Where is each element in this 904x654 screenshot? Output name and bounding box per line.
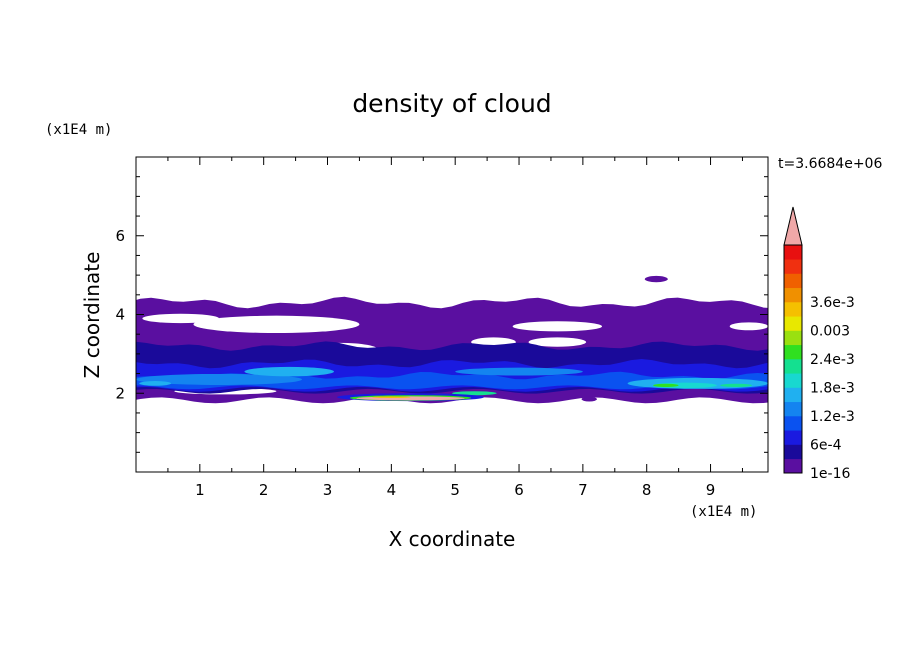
cloud-core xyxy=(452,391,497,396)
y-axis: 2 4 6 xyxy=(115,176,768,453)
colorbar-tick-label: 1.8e-3 xyxy=(810,381,855,397)
y-tick-label: 2 xyxy=(115,384,125,402)
colorbar-swatch xyxy=(784,245,802,260)
colorbar-swatch xyxy=(784,373,802,388)
colorbar-tick-label: 6e-4 xyxy=(810,438,842,454)
x-tick-label: 5 xyxy=(450,481,460,499)
colorbar-swatch xyxy=(784,302,802,317)
y-tick-label: 6 xyxy=(115,227,125,245)
colorbar-swatch xyxy=(784,259,802,274)
plot-area: 1 2 3 4 5 6 7 8 9 2 4 6 xyxy=(115,156,769,499)
x-tick-label: 7 xyxy=(578,481,588,499)
cloud-gap xyxy=(528,337,587,347)
x-tick-label: 9 xyxy=(706,481,716,499)
cloud-gap xyxy=(729,322,768,331)
y-tick-label: 4 xyxy=(115,306,125,324)
colorbar-swatch xyxy=(784,330,802,346)
x-axis-label: X coordinate xyxy=(389,527,516,551)
colorbar-swatch xyxy=(784,458,802,474)
x-unit-label: (x1E4 m) xyxy=(690,504,757,520)
cloud-gap xyxy=(512,321,603,332)
colorbar-tick-label: 3.6e-3 xyxy=(810,295,855,311)
cloud-speck xyxy=(644,275,668,283)
colorbar-tick-label: 1.2e-3 xyxy=(810,409,855,425)
colorbar-swatch xyxy=(784,444,802,460)
colorbar-swatch xyxy=(784,273,802,289)
colorbar-swatch xyxy=(784,344,802,360)
colorbar-swatch xyxy=(784,416,802,431)
colorbar-extend-arrow xyxy=(783,206,803,246)
cloud-gap xyxy=(142,313,219,324)
colorbar-tick-label: 2.4e-3 xyxy=(810,352,855,368)
x-tick-label: 2 xyxy=(259,481,269,499)
x-tick-label: 1 xyxy=(195,481,205,499)
cloud-core xyxy=(139,381,172,386)
y-unit-label: (x1E4 m) xyxy=(45,122,112,138)
colorbar-swatch xyxy=(784,316,802,331)
x-tick-label: 4 xyxy=(387,481,397,499)
cloud-dense-core xyxy=(356,396,465,401)
time-label: t=3.6684e+06 xyxy=(778,156,882,172)
cloud-core xyxy=(136,373,302,385)
y-axis-label: Z coordinate xyxy=(80,252,104,379)
cloud-core xyxy=(455,367,583,376)
cloud-speck xyxy=(581,396,597,402)
colorbar-swatch xyxy=(784,401,802,417)
cloud-density-field xyxy=(136,275,768,404)
cloud-gap xyxy=(193,315,360,334)
colorbar-frame xyxy=(783,244,803,474)
colorbar-swatch xyxy=(784,359,802,374)
x-tick-label: 8 xyxy=(642,481,652,499)
x-tick-label: 3 xyxy=(323,481,333,499)
colorbar: 1e-16 6e-4 1.2e-3 1.8e-3 2.4e-3 0.003 3.6e-3 xyxy=(783,206,855,482)
colorbar-swatch xyxy=(784,287,802,303)
chart-title: density of cloud xyxy=(352,89,551,118)
colorbar-tick-label: 1e-16 xyxy=(810,466,850,482)
colorbar-swatch xyxy=(784,387,802,403)
cloud-core xyxy=(720,383,753,387)
colorbar-tick-label: 0.003 xyxy=(810,324,850,340)
cloud-dense-core xyxy=(372,396,411,398)
colorbar-swatch xyxy=(784,430,802,445)
cloud-core xyxy=(244,366,334,377)
cloud-core xyxy=(653,383,679,387)
x-axis: 1 2 3 4 5 6 7 8 9 xyxy=(167,157,743,499)
x-tick-label: 6 xyxy=(514,481,524,499)
